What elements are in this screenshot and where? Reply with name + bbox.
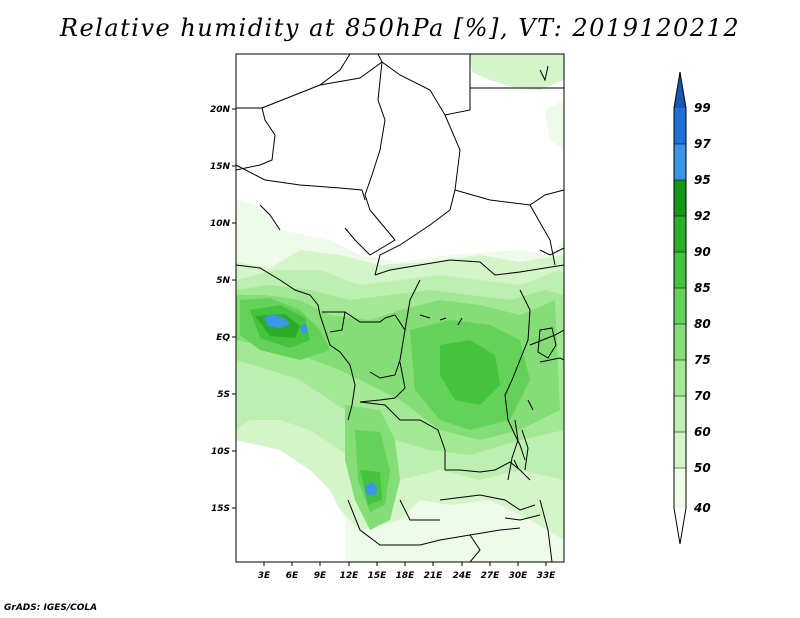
- lat-label: 20N: [210, 105, 231, 115]
- colorbar-segment: [674, 180, 686, 216]
- lon-label: 21E: [424, 571, 444, 581]
- colorbar-label: 40: [693, 501, 711, 515]
- colorbar-segment: [674, 144, 686, 180]
- colorbar-label: 95: [694, 173, 711, 187]
- colorbar-label: 70: [694, 389, 711, 403]
- grads-credit: GrADS: IGES/COLA: [4, 603, 98, 613]
- colorbar-top-triangle: [674, 72, 686, 108]
- colorbar-segment: [674, 324, 686, 360]
- lat-label: 10N: [210, 219, 231, 229]
- colorbar-label: 85: [694, 281, 711, 295]
- lon-label: 33E: [537, 571, 557, 581]
- colorbar-label: 99: [694, 101, 711, 115]
- latitude-axis: 20N 15N 10N 5N EQ 5S 10S 15S: [210, 105, 236, 514]
- colorbar-label: 50: [694, 461, 711, 475]
- colorbar-segment: [674, 108, 686, 144]
- colorbar-segment: [674, 252, 686, 288]
- lon-label: 12E: [340, 571, 360, 581]
- lon-label: 3E: [258, 571, 271, 581]
- colorbar: 99 97 95 92 90 85 80 75 70 60 50 40: [673, 71, 711, 545]
- lat-label: EQ: [216, 333, 230, 343]
- colorbar-segment: [674, 396, 686, 432]
- map-frame: [235, 53, 565, 563]
- country-borders: [236, 54, 564, 562]
- colorbar-segment: [674, 288, 686, 324]
- colorbar-segment: [674, 360, 686, 396]
- colorbar-label: 75: [694, 353, 711, 367]
- lon-label: 18E: [396, 571, 416, 581]
- colorbar-segment: [674, 216, 686, 252]
- lon-label: 27E: [481, 571, 501, 581]
- colorbar-segment: [674, 468, 686, 508]
- colorbar-label: 97: [694, 137, 711, 151]
- lon-label: 24E: [453, 571, 473, 581]
- lon-label: 9E: [314, 571, 327, 581]
- lat-label: 5S: [217, 390, 230, 400]
- longitude-axis: 3E 6E 9E 12E 15E 18E 21E 24E 27E 30E 33E: [258, 562, 556, 581]
- lat-label: 15S: [211, 504, 230, 514]
- colorbar-label: 92: [694, 209, 711, 223]
- lat-label: 10S: [211, 447, 230, 457]
- colorbar-label: 90: [694, 245, 711, 259]
- colorbar-label: 60: [694, 425, 711, 439]
- lat-label: 5N: [216, 276, 230, 286]
- colorbar-bottom-triangle: [674, 508, 686, 544]
- lon-label: 30E: [509, 571, 529, 581]
- lon-label: 6E: [286, 571, 299, 581]
- lat-label: 15N: [210, 162, 231, 172]
- colorbar-segment: [674, 432, 686, 468]
- map-title: Relative humidity at 850hPa [%], VT: 201…: [59, 14, 741, 42]
- humidity-shading: [236, 54, 564, 562]
- lon-label: 15E: [368, 571, 388, 581]
- colorbar-label: 80: [694, 317, 711, 331]
